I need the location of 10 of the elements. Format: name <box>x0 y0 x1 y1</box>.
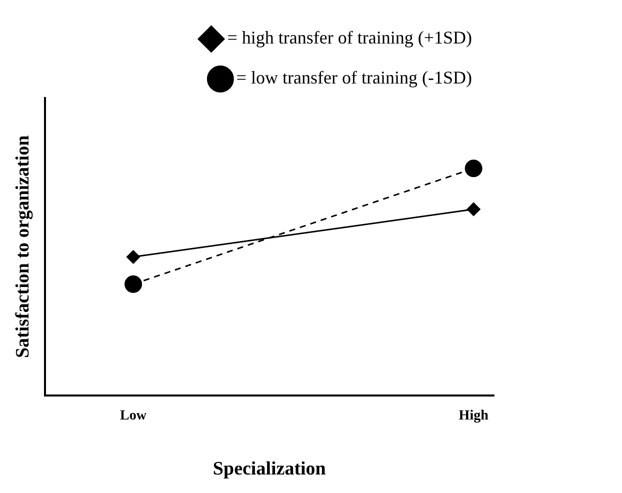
x-tick-label: Low <box>120 408 148 424</box>
y-axis-title: Satisfaction to organization <box>12 134 34 358</box>
point <box>464 160 482 178</box>
point <box>124 275 142 293</box>
x-tick-label: High <box>458 408 489 424</box>
point <box>126 250 140 264</box>
legend-label: = high transfer of training (+1SD) <box>227 28 472 48</box>
point <box>466 202 480 216</box>
legend-label: = low transfer of training (-1SD) <box>236 68 472 88</box>
x-axis-title: Specialization <box>212 458 326 480</box>
